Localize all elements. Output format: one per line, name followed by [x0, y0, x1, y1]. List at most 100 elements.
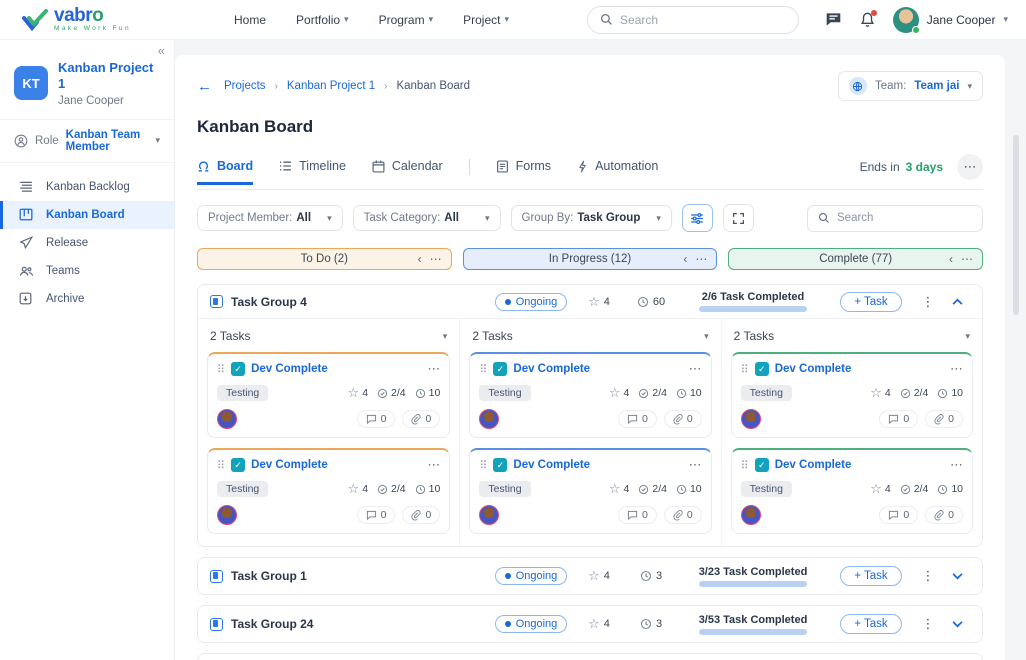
column-header-complete[interactable]: Complete (77) ‹⋯: [728, 248, 983, 270]
attachments-count[interactable]: 0: [925, 506, 963, 524]
drag-handle-icon[interactable]: ⠿: [741, 363, 749, 376]
column-menu-icon[interactable]: ⋯: [430, 252, 442, 266]
attachments-count[interactable]: 0: [925, 410, 963, 428]
board-search-input[interactable]: [837, 212, 972, 224]
chevron-down-icon[interactable]: [952, 621, 963, 628]
brand-logo[interactable]: vabro Make Work Fun: [22, 6, 194, 33]
card-menu-icon[interactable]: ⋯: [689, 457, 702, 473]
drag-handle-icon[interactable]: ⠿: [479, 363, 487, 376]
task-group-row[interactable]: Task Group 24 Ongoing ☆4 3 3/53 Task Com…: [197, 605, 983, 643]
group-by-filter[interactable]: Group By: Task Group ▾: [511, 205, 672, 231]
project-header[interactable]: KT Kanban Project 1 Jane Cooper: [0, 40, 174, 119]
tab-board[interactable]: Board: [197, 159, 253, 185]
breadcrumb-project[interactable]: Kanban Project 1: [287, 80, 375, 92]
task-title-link[interactable]: Dev Complete: [251, 363, 421, 375]
card-menu-icon[interactable]: ⋯: [950, 457, 963, 473]
attachments-count[interactable]: 0: [402, 506, 440, 524]
back-arrow-icon[interactable]: ←: [197, 78, 212, 95]
assignee-avatar[interactable]: [479, 409, 499, 429]
card-menu-icon[interactable]: ⋯: [689, 361, 702, 377]
assignee-avatar[interactable]: [217, 505, 237, 525]
task-card[interactable]: ⠿✓Dev Complete⋯ Testing ☆4 2/4 10: [207, 448, 450, 534]
attachments-count[interactable]: 0: [664, 410, 702, 428]
card-menu-icon[interactable]: ⋯: [427, 361, 440, 377]
sidebar-item-teams[interactable]: Teams: [0, 257, 174, 285]
fullscreen-button[interactable]: [723, 204, 754, 232]
card-menu-icon[interactable]: ⋯: [950, 361, 963, 377]
status-badge[interactable]: Ongoing: [495, 567, 568, 585]
messages-icon[interactable]: [825, 12, 842, 27]
column-header-todo[interactable]: To Do (2) ‹⋯: [197, 248, 452, 270]
task-title-link[interactable]: Dev Complete: [775, 363, 944, 375]
chevron-down-icon[interactable]: [952, 573, 963, 580]
collapse-column-icon[interactable]: ‹: [949, 252, 953, 266]
status-badge[interactable]: Ongoing: [495, 293, 568, 311]
row-menu-icon[interactable]: ⋮: [922, 616, 935, 632]
column-menu-icon[interactable]: ⋯: [695, 252, 707, 266]
user-menu[interactable]: Jane Cooper ▾: [893, 7, 1008, 33]
task-card[interactable]: ⠿✓Dev Complete⋯ Testing ☆4 2/4 10: [469, 448, 711, 534]
drag-handle-icon[interactable]: ⠿: [479, 459, 487, 472]
add-task-button[interactable]: + Task: [840, 614, 901, 634]
tab-timeline[interactable]: Timeline: [279, 159, 346, 185]
global-search[interactable]: [587, 6, 799, 34]
row-menu-icon[interactable]: ⋮: [922, 568, 935, 584]
sidebar-item-archive[interactable]: Archive: [0, 285, 174, 313]
sidebar-collapse-icon[interactable]: «: [158, 43, 165, 58]
tab-automation[interactable]: Automation: [577, 159, 658, 185]
add-task-button[interactable]: + Task: [840, 292, 901, 312]
sidebar-item-kanban-board[interactable]: Kanban Board: [0, 201, 174, 229]
nav-program[interactable]: Program▾: [379, 13, 434, 27]
sidebar-item-kanban-backlog[interactable]: Kanban Backlog: [0, 173, 174, 201]
project-member-filter[interactable]: Project Member: All ▾: [197, 205, 343, 231]
assignee-avatar[interactable]: [479, 505, 499, 525]
nav-home[interactable]: Home: [234, 13, 266, 27]
column-count[interactable]: 2 Tasks ▾: [210, 329, 447, 343]
nav-portfolio[interactable]: Portfolio▾: [296, 13, 349, 27]
task-group-row[interactable]: Task Group 65 Ongoing ☆4 3 3/43 Task Com…: [197, 653, 983, 660]
role-selector[interactable]: Role Kanban Team Member ▾: [0, 119, 174, 163]
add-task-button[interactable]: + Task: [840, 566, 901, 586]
nav-project[interactable]: Project▾: [463, 13, 509, 27]
column-header-inprogress[interactable]: In Progress (12) ‹⋯: [463, 248, 718, 270]
tab-forms[interactable]: Forms: [496, 159, 551, 185]
drag-handle-icon[interactable]: ⠿: [217, 363, 225, 376]
scrollbar-thumb[interactable]: [1013, 135, 1019, 315]
comments-count[interactable]: 0: [879, 410, 918, 428]
chevron-up-icon[interactable]: [952, 298, 963, 305]
task-card[interactable]: ⠿✓Dev Complete⋯ Testing ☆4 2/4 10: [207, 352, 450, 438]
notifications-bell-icon[interactable]: [860, 12, 875, 28]
task-title-link[interactable]: Dev Complete: [251, 459, 421, 471]
sidebar-item-release[interactable]: Release: [0, 229, 174, 257]
attachments-count[interactable]: 0: [664, 506, 702, 524]
comments-count[interactable]: 0: [357, 410, 396, 428]
task-title-link[interactable]: Dev Complete: [513, 459, 682, 471]
breadcrumb-projects[interactable]: Projects: [224, 80, 266, 92]
global-search-input[interactable]: [620, 13, 786, 27]
attachments-count[interactable]: 0: [402, 410, 440, 428]
tab-calendar[interactable]: Calendar: [372, 159, 443, 185]
row-menu-icon[interactable]: ⋮: [922, 294, 935, 310]
assignee-avatar[interactable]: [217, 409, 237, 429]
assignee-avatar[interactable]: [741, 409, 761, 429]
comments-count[interactable]: 0: [879, 506, 918, 524]
board-search[interactable]: [807, 205, 983, 232]
collapse-column-icon[interactable]: ‹: [683, 252, 687, 266]
task-category-filter[interactable]: Task Category: All ▾: [353, 205, 501, 231]
assignee-avatar[interactable]: [741, 505, 761, 525]
comments-count[interactable]: 0: [618, 410, 657, 428]
task-title-link[interactable]: Dev Complete: [775, 459, 944, 471]
column-count[interactable]: 2 Tasks ▾: [734, 329, 970, 343]
filter-settings-button[interactable]: [682, 204, 713, 232]
team-selector[interactable]: Team: Team jai ▾: [838, 71, 983, 101]
card-menu-icon[interactable]: ⋯: [427, 457, 440, 473]
task-card[interactable]: ⠿✓Dev Complete⋯ Testing ☆4 2/4 10: [731, 448, 973, 534]
task-card[interactable]: ⠿✓Dev Complete⋯ Testing ☆4 2/4 10: [469, 352, 711, 438]
column-menu-icon[interactable]: ⋯: [961, 252, 973, 266]
comments-count[interactable]: 0: [357, 506, 396, 524]
task-card[interactable]: ⠿✓Dev Complete⋯ Testing ☆4 2/4 10: [731, 352, 973, 438]
collapse-column-icon[interactable]: ‹: [418, 252, 422, 266]
status-badge[interactable]: Ongoing: [495, 615, 568, 633]
comments-count[interactable]: 0: [618, 506, 657, 524]
column-count[interactable]: 2 Tasks ▾: [472, 329, 708, 343]
